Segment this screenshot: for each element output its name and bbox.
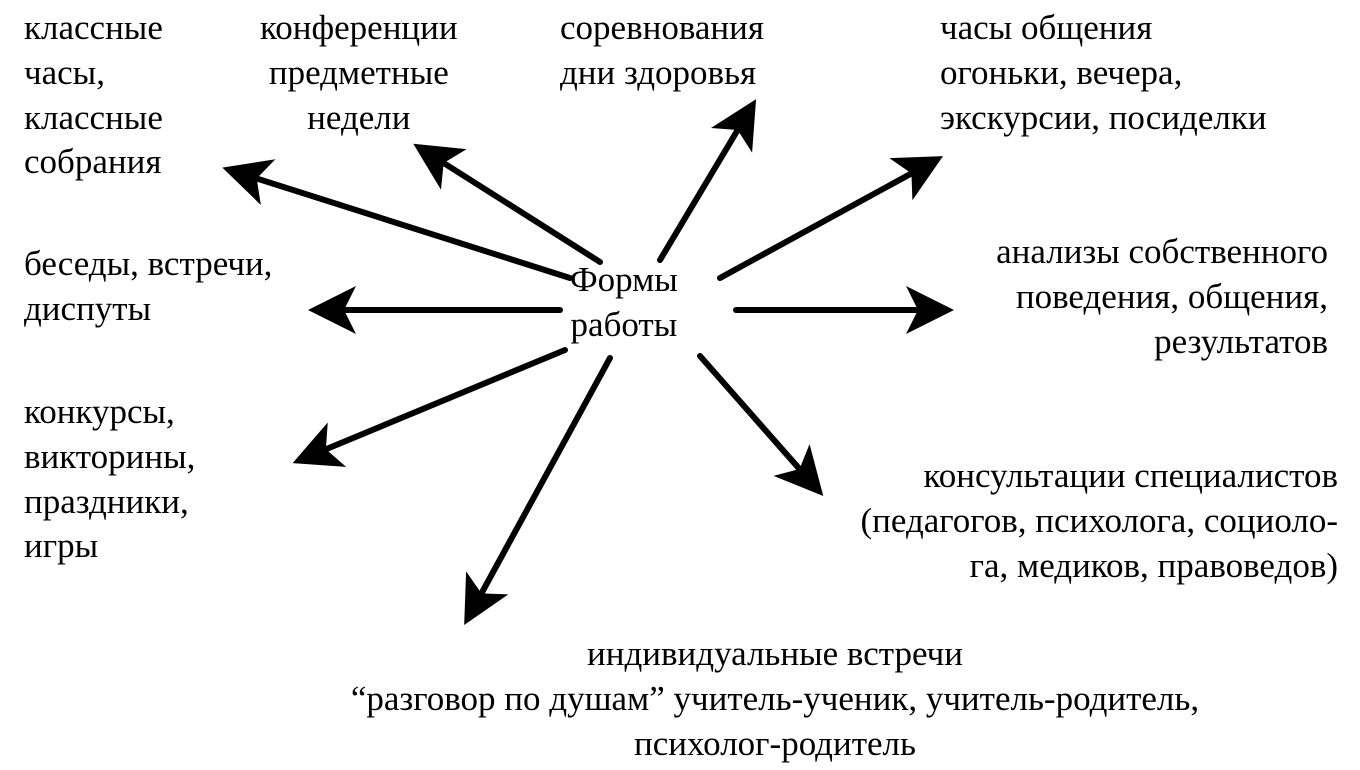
node-conferences: конференции предметные недели (260, 6, 458, 140)
center-node: Формы работы (570, 258, 678, 348)
node-self-analysis: анализы собственного поведения, общения,… (996, 230, 1328, 364)
diagram-stage: Формы работы классные часы, классные соб… (0, 0, 1360, 770)
node-communication-hours: часы общения огоньки, вечера, экскурсии,… (940, 6, 1267, 140)
node-contests-games: конкурсы, викторины, праздники, игры (24, 390, 195, 569)
node-competitions: соревнования дни здоровья (560, 6, 764, 96)
node-class-hours: классные часы, классные собрания (24, 6, 163, 185)
node-specialist-consult: консультации специалистов (педагогов, пс… (860, 454, 1338, 588)
node-individual-meetings: индивидуальные встречи “разговор по душа… (250, 632, 1300, 766)
node-talks-disputes: беседы, встречи, диспуты (24, 242, 272, 332)
